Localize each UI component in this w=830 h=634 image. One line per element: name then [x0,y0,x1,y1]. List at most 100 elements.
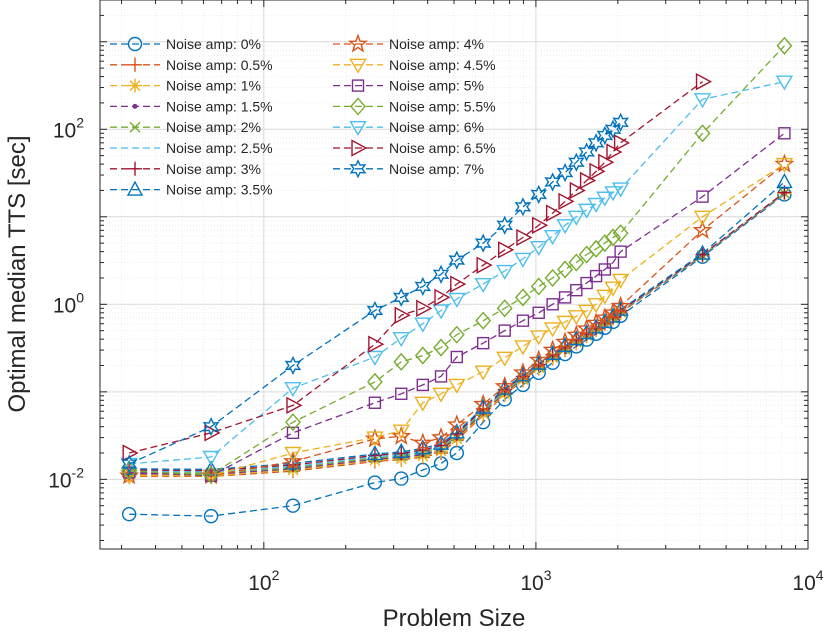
data-point [284,355,302,376]
data-point [604,281,622,297]
legend-entry: Noise amp: 0% [110,36,261,52]
data-point [121,506,137,522]
data-point [545,204,563,222]
data-point [694,244,711,260]
data-point [776,36,793,55]
legend-label: Noise amp: 2.5% [166,140,273,156]
data-point [568,152,585,172]
series-line [129,163,785,477]
data-point [514,252,532,268]
legend-label: Noise amp: 3% [166,161,261,177]
legend-entry: Noise amp: 4.5% [333,57,496,74]
y-tick-label: 102 [53,114,84,142]
data-point [558,291,572,304]
data-point [202,450,220,466]
data-point [587,197,605,213]
data-point [516,314,530,327]
data-point [693,93,712,109]
data-point [569,181,586,200]
series-line [129,193,785,517]
data-point [391,425,412,445]
data-point [693,210,712,226]
data-point [512,362,533,382]
data-point [596,191,614,207]
data-point [778,127,791,140]
data-point [528,349,549,369]
legend-entry: Noise amp: 2.5% [110,140,273,156]
data-point [586,312,607,332]
legend-entry: Noise amp: 6% [333,119,484,137]
data-point [474,365,492,381]
data-point [596,289,614,305]
data-point [394,471,409,486]
data-point [589,269,603,283]
data-point [556,162,574,183]
data-point [776,172,793,189]
data-point [366,372,383,391]
data-point [412,432,433,452]
data-point [132,103,138,109]
data-point [596,125,614,146]
data-point [496,264,514,280]
data-point [129,121,141,133]
data-point [498,324,511,337]
series-line [129,81,703,454]
data-point [529,330,548,346]
x-tick-label: 104 [792,567,823,595]
data-point [476,336,490,350]
data-point [496,215,514,235]
series-line [129,192,785,473]
legend-entry: Noise amp: 1% [110,78,261,94]
series-line [128,121,622,465]
data-point [494,375,515,396]
data-point [448,292,466,308]
data-point [557,260,574,279]
data-point [612,112,629,132]
data-point [594,307,615,327]
data-point [414,396,432,412]
data-point [532,216,549,234]
data-point [128,57,142,72]
legend-label: Noise amp: 5% [389,78,484,94]
data-point [127,36,143,52]
data-point [532,306,545,319]
data-point [567,310,586,326]
legend-entry: Noise amp: 5.5% [333,97,496,116]
legend-label: Noise amp: 6% [389,119,484,135]
data-point [282,450,304,471]
data-point [366,431,384,447]
data-point [546,298,559,311]
data-point [392,287,410,307]
data-point [416,299,433,317]
data-point [285,498,301,513]
data-point [589,162,606,181]
data-point [126,180,144,196]
data-point [695,72,713,91]
data-point [496,299,513,318]
data-point [430,427,452,447]
data-point [587,298,605,314]
data-point [448,250,466,270]
data-point [611,273,630,289]
data-point [448,325,465,344]
data-point [611,182,630,198]
data-point [394,306,411,324]
series-10 [120,157,794,485]
y-axis-label: Optimal median TTS [sec] [4,136,31,413]
data-point [392,331,410,348]
legend-entry: Noise amp: 3% [110,161,261,177]
series-11 [122,127,791,482]
data-point [543,322,562,338]
data-point [530,184,548,205]
data-point [392,424,410,440]
legend-label: Noise amp: 0% [166,36,261,52]
data-point [598,153,615,171]
data-point [696,190,709,203]
legend-label: Noise amp: 1.5% [166,98,273,114]
data-point [120,454,138,474]
data-point [366,444,384,461]
data-point [692,219,713,239]
y-tick-label: 100 [53,289,84,317]
data-point [516,228,533,247]
data-point [434,370,448,383]
